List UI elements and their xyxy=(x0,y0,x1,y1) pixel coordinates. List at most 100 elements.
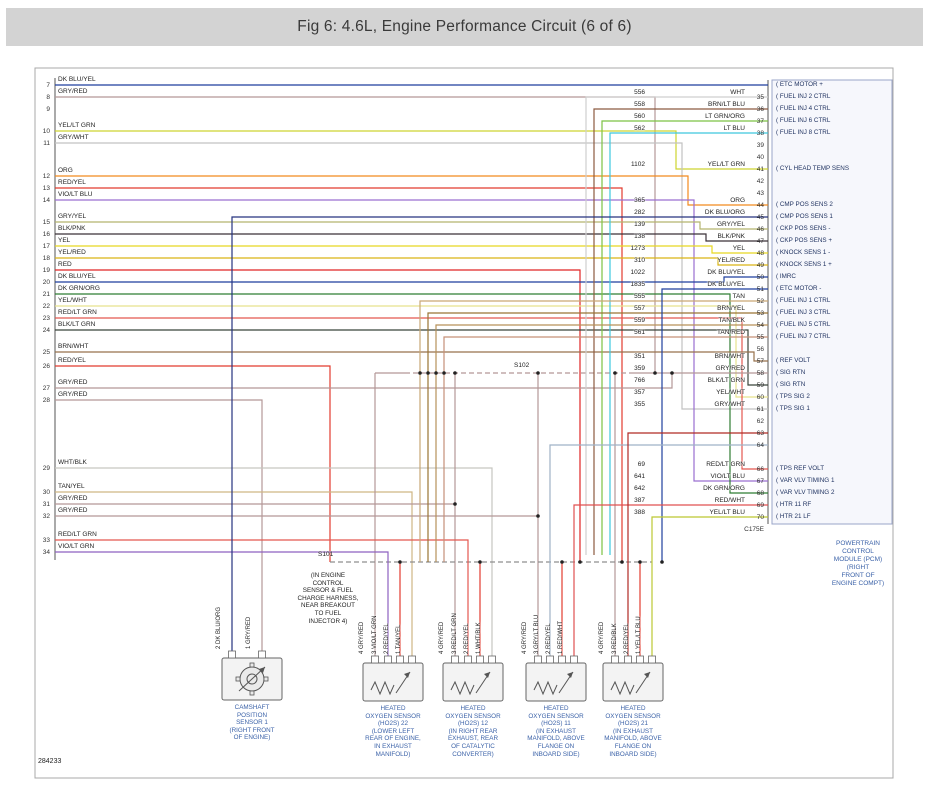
left-pin-number: 26 xyxy=(42,363,50,370)
junction-dot xyxy=(620,560,624,564)
wire-segment xyxy=(55,142,768,410)
right-wire-color: TAN xyxy=(732,293,745,300)
left-wire-label: DK BLU/YEL xyxy=(58,76,96,83)
left-pin-number: 22 xyxy=(42,303,50,310)
right-pin-number: 44 xyxy=(756,202,764,209)
right-wire-number: 355 xyxy=(634,401,645,408)
right-pin-number: 53 xyxy=(756,310,764,317)
sensor-arrowhead-icon xyxy=(484,672,490,678)
wire-segment xyxy=(549,444,768,658)
right-pin-number: 48 xyxy=(756,250,764,257)
left-wire-label: GRY/RED xyxy=(58,88,88,95)
ho2s-21-pin-label: 2 RED/YEL xyxy=(624,623,630,654)
right-wire-number: 139 xyxy=(634,221,645,228)
left-pin-number: 21 xyxy=(42,291,50,298)
left-wire-label: YEL/LT GRN xyxy=(58,122,96,129)
ho2s-22-pin-label: 2 RED/YEL xyxy=(384,623,390,654)
heater-element-icon xyxy=(533,680,558,696)
right-wire-color: VIO/LT BLU xyxy=(710,473,745,480)
right-wire-color: BLK/LT GRN xyxy=(707,377,745,384)
wire-segment xyxy=(55,276,768,283)
junction-dot xyxy=(418,371,422,375)
wire-segment xyxy=(55,329,768,386)
pcm-pin-label: CKP POS SENS - xyxy=(776,225,831,232)
wire-segment xyxy=(55,351,768,362)
ho2s-12-caption-line: EXHAUST, REAR xyxy=(447,735,499,743)
left-pin-number: 11 xyxy=(43,140,50,147)
splice-s101-note-line: INJECTOR 4) xyxy=(308,617,348,625)
pcm-pin-label: FUEL INJ 2 CTRL xyxy=(776,93,831,100)
pcm-pin-label: TPS SIG 2 xyxy=(776,393,810,400)
heater-element-icon xyxy=(450,680,475,696)
right-wire-number: 557 xyxy=(634,305,645,312)
ho2s-11-pin-3 xyxy=(546,655,554,664)
junction-dot xyxy=(660,560,664,564)
right-pin-number: 51 xyxy=(756,286,764,293)
camshaft-sensor-tooth xyxy=(263,676,269,682)
left-wire-label: DK BLU/YEL xyxy=(58,273,96,280)
ho2s-22-body xyxy=(362,662,424,702)
wire-segment xyxy=(55,199,768,482)
right-wire-color: LT GRN/ORG xyxy=(705,113,745,120)
left-pin-number: 19 xyxy=(42,267,50,274)
pcm-pin-label: HTR 21 LF xyxy=(776,513,811,520)
left-pin-number: 34 xyxy=(42,549,50,556)
pcm-pin-label: CMP POS SENS 2 xyxy=(776,201,833,208)
pcm-pin-label: REF VOLT xyxy=(776,357,810,364)
wire-segment xyxy=(55,539,469,658)
right-wire-number: 357 xyxy=(634,389,645,396)
left-wire-label: BRN/WHT xyxy=(58,343,89,350)
left-pin-number: 24 xyxy=(42,327,50,334)
ho2s-22-pin-2 xyxy=(396,655,404,664)
pcm-pin-label: IMRC xyxy=(776,273,796,280)
ho2s-22-pin-1 xyxy=(408,655,416,664)
left-wire-label: GRY/RED xyxy=(58,507,88,514)
wire-segment xyxy=(55,221,768,230)
wire-segment xyxy=(443,336,768,562)
pcm-pin-label: SIG RTN xyxy=(776,381,805,388)
pcm-label: POWERTRAIN CONTROL MODULE (PCM) (RIGHT FRONT… xyxy=(810,540,906,588)
splice-s101-label: S101 xyxy=(318,551,334,558)
pcm-pin-label: HTR 11 RF xyxy=(776,501,811,508)
right-wire-number: 1022 xyxy=(630,269,645,276)
left-wire-label: ORG xyxy=(58,167,73,174)
ho2s-11-caption-line: MANIFOLD, ABOVE xyxy=(527,735,585,743)
ho2s-12-pin-label: 2 RED/YEL xyxy=(464,623,470,654)
ho2s-22-pin-label: 1 TAN/YEL xyxy=(396,624,402,654)
junction-dot xyxy=(536,371,540,375)
ho2s-11-pin-label: 1 RED/WHT xyxy=(558,621,564,654)
page-title: Fig 6: 4.6L, Engine Performance Circuit … xyxy=(297,18,632,35)
right-wire-color: LT BLU xyxy=(723,125,745,132)
right-pin-number: 42 xyxy=(756,178,764,185)
left-pin-number: 14 xyxy=(42,197,50,204)
right-wire-color: WHT xyxy=(730,89,745,96)
ho2s-12-caption-line: OF CATALYTIC xyxy=(451,742,495,750)
ho2s-11-pin-1 xyxy=(570,655,578,664)
ho2s-12-pin-4 xyxy=(451,655,459,664)
junction-dot xyxy=(638,560,642,564)
right-wire-number: 138 xyxy=(634,233,645,240)
left-pin-number: 25 xyxy=(42,349,50,356)
ho2s-21-body xyxy=(602,662,664,702)
right-wire-color: GRY/WHT xyxy=(714,401,745,408)
ho2s-11-caption-line: HEATED xyxy=(543,705,569,712)
ho2s-12-pin-label: 1 WHT/BLK xyxy=(476,622,482,654)
pcm-label-line: ENGINE COMPT) xyxy=(831,580,885,587)
left-pin-number: 29 xyxy=(42,465,50,472)
pcm-label-line: (RIGHT xyxy=(846,564,870,571)
wire-segment xyxy=(55,175,768,206)
left-pin-number: 13 xyxy=(42,185,50,192)
junction-dot xyxy=(453,371,457,375)
splice-s101-note-line: NEAR BREAKOUT xyxy=(301,602,355,610)
right-wire-color: YEL/WHT xyxy=(716,389,745,396)
junction-dot xyxy=(478,560,482,564)
camshaft-position-sensor-1-caption-line: SENSOR 1 xyxy=(236,719,268,727)
camshaft-position-sensor-1-pin-2 xyxy=(228,650,236,659)
junction-dot xyxy=(434,371,438,375)
wire-segment xyxy=(55,491,413,658)
left-pin-number: 17 xyxy=(42,243,50,250)
right-wire-color: DK BLU/ORG xyxy=(704,209,745,216)
right-wire-number: 365 xyxy=(634,197,645,204)
